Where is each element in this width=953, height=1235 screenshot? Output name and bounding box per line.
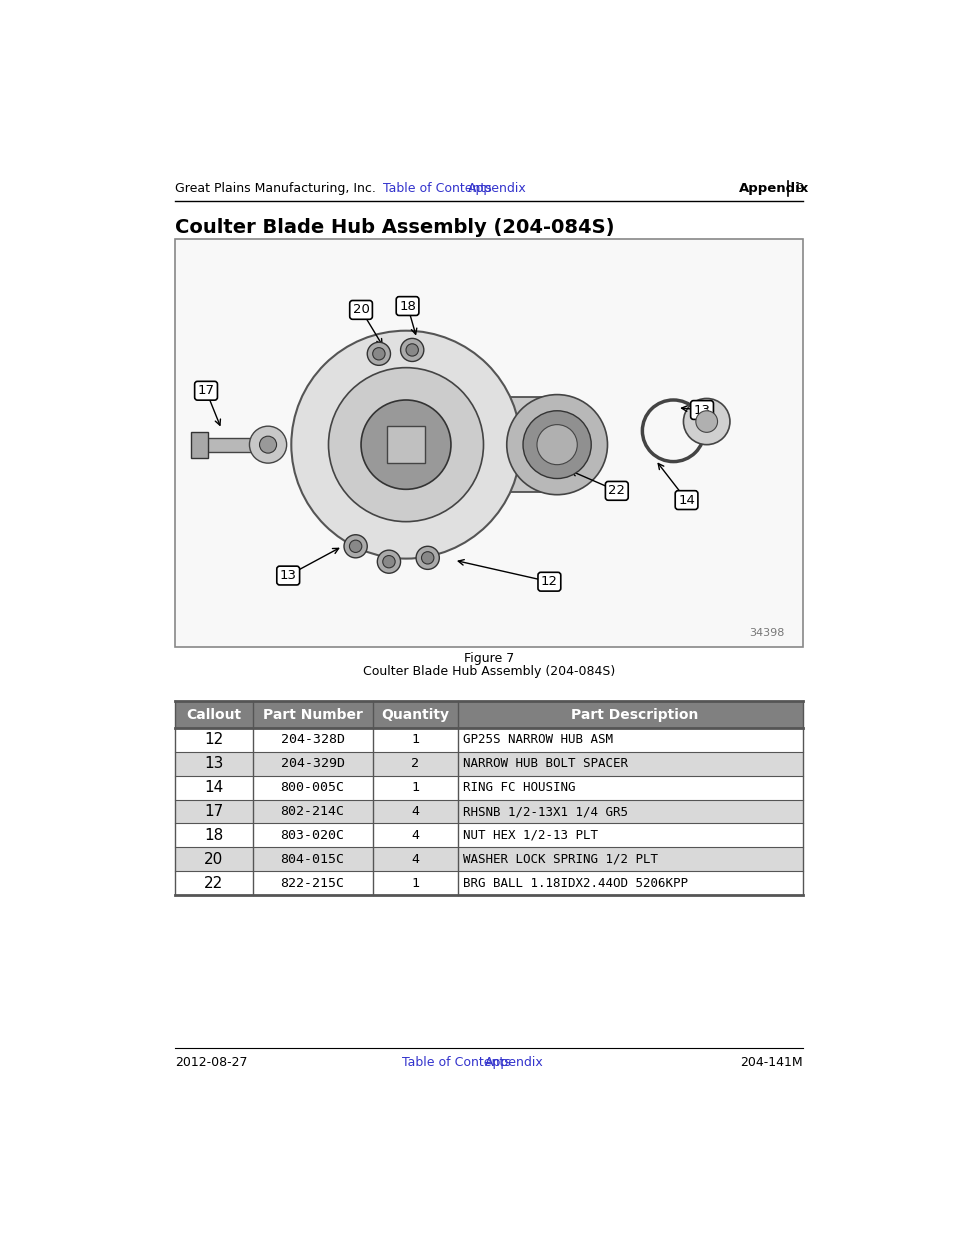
Text: NUT HEX 1/2-13 PLT: NUT HEX 1/2-13 PLT (463, 829, 598, 842)
Bar (174, 752, 802, 776)
Circle shape (291, 331, 520, 558)
Text: Part Description: Part Description (570, 708, 698, 721)
Text: 20: 20 (353, 304, 369, 316)
Text: 34398: 34398 (748, 629, 783, 638)
Text: Table of Contents: Table of Contents (382, 182, 491, 195)
Text: 14: 14 (678, 494, 694, 506)
Bar (174, 799, 802, 824)
Text: 804-015C: 804-015C (280, 853, 344, 866)
Text: 12: 12 (540, 576, 558, 588)
Text: 822-215C: 822-215C (280, 877, 344, 889)
Bar (174, 727, 802, 752)
Text: 13: 13 (693, 404, 710, 416)
Bar (174, 824, 802, 847)
Text: RING FC HOUSING: RING FC HOUSING (463, 782, 576, 794)
Text: 14: 14 (204, 781, 223, 795)
Circle shape (506, 395, 607, 495)
Text: 17: 17 (197, 384, 214, 398)
Text: 22: 22 (204, 876, 223, 890)
Text: 4: 4 (411, 829, 419, 842)
Text: 803-020C: 803-020C (280, 829, 344, 842)
Circle shape (373, 347, 385, 359)
Text: Quantity: Quantity (381, 708, 449, 721)
Circle shape (400, 338, 423, 362)
Text: NARROW HUB BOLT SPACER: NARROW HUB BOLT SPACER (463, 757, 628, 771)
Text: 2012-08-27: 2012-08-27 (174, 1056, 247, 1070)
Text: 13: 13 (204, 756, 223, 772)
Circle shape (537, 425, 577, 464)
Text: Part Number: Part Number (262, 708, 362, 721)
Circle shape (382, 556, 395, 568)
Text: 2: 2 (411, 757, 419, 771)
Text: 802-214C: 802-214C (280, 805, 344, 818)
Text: Figure 7: Figure 7 (463, 652, 514, 666)
Circle shape (406, 343, 418, 356)
Text: 9: 9 (794, 182, 802, 195)
Text: 13: 13 (279, 569, 296, 582)
Bar (417, 396, 553, 493)
Circle shape (249, 426, 286, 463)
Bar (387, 426, 424, 463)
Text: Appendix: Appendix (468, 182, 526, 195)
Text: 18: 18 (398, 300, 416, 312)
Text: 18: 18 (204, 827, 223, 844)
Text: WASHER LOCK SPRING 1/2 PLT: WASHER LOCK SPRING 1/2 PLT (463, 853, 658, 866)
Circle shape (259, 436, 276, 453)
Text: 800-005C: 800-005C (280, 782, 344, 794)
Circle shape (367, 342, 390, 366)
Bar (174, 776, 802, 799)
Text: BRG BALL 1.18IDX2.44OD 5206KPP: BRG BALL 1.18IDX2.44OD 5206KPP (463, 877, 688, 889)
Circle shape (328, 368, 483, 521)
Text: Table of Contents: Table of Contents (402, 1056, 511, 1070)
Bar (206, 437, 279, 452)
Text: Great Plains Manufacturing, Inc.: Great Plains Manufacturing, Inc. (174, 182, 375, 195)
Text: 22: 22 (608, 484, 624, 498)
Text: 1: 1 (411, 782, 419, 794)
Circle shape (416, 546, 439, 569)
Text: Coulter Blade Hub Assembly (204-084S): Coulter Blade Hub Assembly (204-084S) (174, 219, 614, 237)
Circle shape (421, 552, 434, 564)
Text: 204-328D: 204-328D (280, 734, 344, 746)
Text: 12: 12 (204, 732, 223, 747)
Text: 20: 20 (204, 852, 223, 867)
Text: GP25S NARROW HUB ASM: GP25S NARROW HUB ASM (463, 734, 613, 746)
Bar (174, 701, 802, 727)
Bar (174, 871, 802, 895)
Circle shape (522, 411, 591, 478)
Bar (174, 240, 802, 647)
Circle shape (377, 550, 400, 573)
Text: Callout: Callout (186, 708, 241, 721)
Text: Appendix: Appendix (484, 1056, 543, 1070)
Text: 1: 1 (411, 877, 419, 889)
Bar (174, 847, 802, 871)
Text: 204-141M: 204-141M (740, 1056, 802, 1070)
Text: 17: 17 (204, 804, 223, 819)
Text: Coulter Blade Hub Assembly (204-084S): Coulter Blade Hub Assembly (204-084S) (362, 664, 615, 678)
Circle shape (695, 411, 717, 432)
Text: 4: 4 (411, 805, 419, 818)
Text: RHSNB 1/2-13X1 1/4 GR5: RHSNB 1/2-13X1 1/4 GR5 (463, 805, 628, 818)
Circle shape (344, 535, 367, 558)
Text: 204-329D: 204-329D (280, 757, 344, 771)
Text: 1: 1 (411, 734, 419, 746)
Text: 4: 4 (411, 853, 419, 866)
Text: Appendix: Appendix (739, 182, 809, 195)
Circle shape (682, 399, 729, 445)
Circle shape (349, 540, 361, 552)
Bar (191, 431, 208, 458)
Circle shape (360, 400, 451, 489)
